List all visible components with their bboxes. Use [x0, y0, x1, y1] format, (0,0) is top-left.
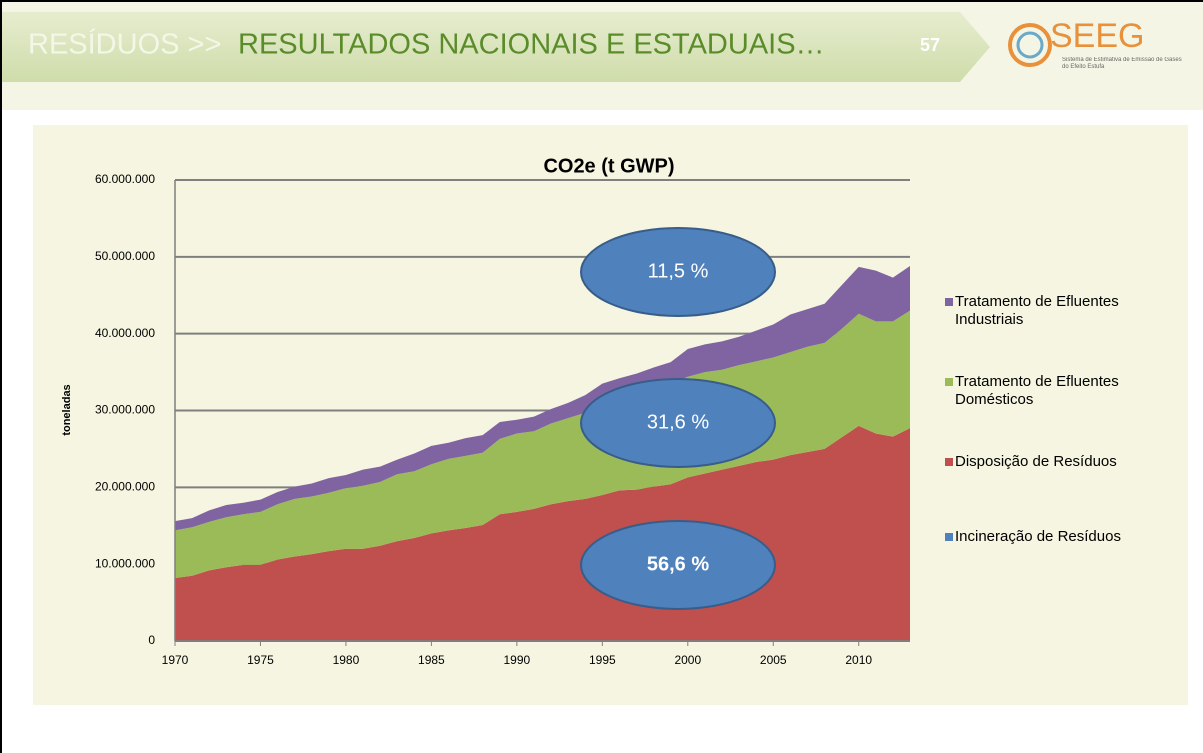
- legend-swatch: [945, 378, 953, 386]
- header-band: [2, 12, 990, 82]
- slide-title: RESULTADOS NACIONAIS E ESTADUAIS…: [238, 29, 825, 61]
- x-tick-label: 2010: [845, 653, 872, 667]
- x-tick-label: 2005: [760, 653, 787, 667]
- logo: SEEG: [1050, 17, 1144, 55]
- callout-label: 56,6 %: [647, 553, 709, 575]
- legend-label: Disposição de Resíduos: [955, 453, 1117, 470]
- logo-icon: [1008, 23, 1052, 67]
- y-tick-label: 60.000.000: [95, 172, 155, 186]
- area: [175, 310, 910, 578]
- page-number: 57: [920, 35, 940, 55]
- legend-label: Incineração de Resíduos: [955, 528, 1121, 545]
- legend-swatch: [945, 298, 953, 306]
- legend-entry: Disposição de Resíduos: [945, 453, 1145, 471]
- x-tick-label: 2000: [674, 653, 701, 667]
- legend-entry: Incineração de Resíduos: [945, 528, 1145, 546]
- callout: [580, 520, 776, 610]
- callout: [580, 378, 776, 468]
- chart-title: CO2e (t GWP): [543, 155, 674, 177]
- legend-label: Tratamento de Efluentes Industriais: [955, 293, 1119, 328]
- legend-entry: Tratamento de Efluentes Industriais: [945, 293, 1145, 329]
- callout-label: 31,6 %: [647, 411, 709, 433]
- logo-subtitle: Sistema de Estimativa de Emissão de Gase…: [1062, 57, 1182, 70]
- legend-label: Tratamento de Efluentes Domésticos: [955, 373, 1119, 408]
- y-tick-label: 10.000.000: [95, 556, 155, 570]
- section: RESÍDUOS >>: [28, 28, 221, 61]
- legend-swatch: [945, 458, 953, 466]
- x-tick-label: 1970: [162, 653, 189, 667]
- y-axis-label: toneladas: [61, 384, 73, 435]
- x-tick-label: 1985: [418, 653, 445, 667]
- y-tick-label: 30.000.000: [95, 403, 155, 417]
- y-tick-label: 50.000.000: [95, 249, 155, 263]
- y-tick-label: 40.000.000: [95, 326, 155, 340]
- x-tick-label: 1980: [333, 653, 360, 667]
- callout-label: 11,5 %: [648, 260, 709, 282]
- x-tick-label: 1975: [247, 653, 274, 667]
- x-tick-label: 1995: [589, 653, 616, 667]
- y-tick-label: 20.000.000: [95, 480, 155, 494]
- legend-entry: Tratamento de Efluentes Domésticos: [945, 373, 1145, 409]
- legend-swatch: [945, 533, 953, 541]
- logo-icon: [1016, 31, 1044, 59]
- logo-subtitle-box: Sistema de Estimativa de Emissão de Gase…: [1062, 57, 1182, 70]
- area: [175, 266, 910, 531]
- y-tick-label: 0: [148, 633, 155, 647]
- callout: [580, 227, 776, 317]
- x-tick-label: 1990: [504, 653, 531, 667]
